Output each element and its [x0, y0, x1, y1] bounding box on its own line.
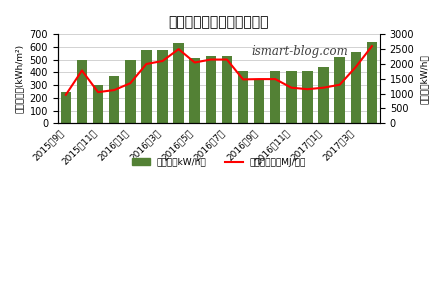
Bar [125, 60, 135, 123]
Bar [206, 55, 216, 123]
Bar [238, 71, 248, 123]
Bar [270, 71, 281, 123]
Bar [302, 71, 313, 123]
Bar [318, 67, 329, 123]
Bar [109, 76, 119, 123]
Bar [254, 79, 264, 123]
Bar [141, 50, 151, 123]
Bar [157, 50, 168, 123]
Bar [286, 71, 297, 123]
Bar [334, 57, 345, 123]
Bar [367, 42, 377, 123]
Bar [77, 60, 87, 123]
Legend: 発電量（kW/h）, 全天日射量（MJ/㎡）: 発電量（kW/h）, 全天日射量（MJ/㎡） [128, 154, 310, 170]
Title: 全天日射量と発電量の推移: 全天日射量と発電量の推移 [169, 15, 269, 29]
Bar [60, 91, 71, 123]
Bar [93, 85, 103, 123]
Bar [173, 43, 184, 123]
Text: ismart-blog.com: ismart-blog.com [251, 45, 348, 58]
Bar [222, 55, 232, 123]
Y-axis label: 発電量（kW/h）: 発電量（kW/h） [420, 54, 429, 104]
Bar [351, 52, 361, 123]
Bar [190, 58, 200, 123]
Y-axis label: 全天日射量(kWh/m²): 全天日射量(kWh/m²) [15, 44, 24, 113]
